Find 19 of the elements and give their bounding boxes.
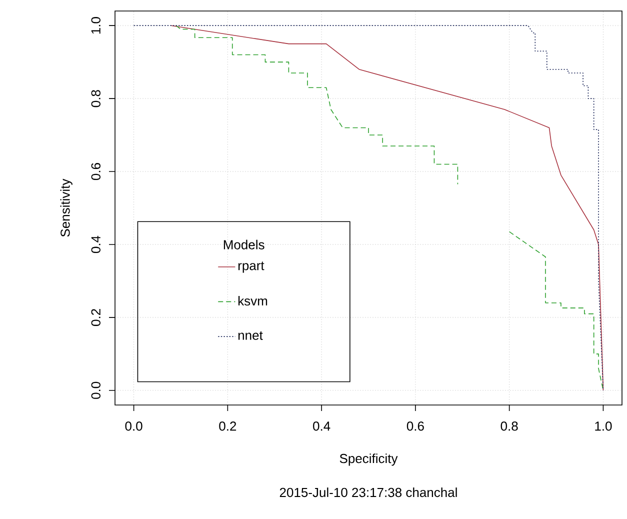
x-axis-title: Specificity: [340, 454, 398, 466]
text: 2015-Jul-10 23:17:38 chanchal: [280, 488, 457, 498]
y-tick-label: 0.2: [91, 309, 100, 326]
x-tick-label: 0.6: [406, 422, 424, 431]
x-tick-label: 0.2: [219, 422, 236, 431]
legend-label: rpart: [238, 262, 264, 273]
x-tick-label: 0.4: [313, 422, 330, 431]
y-axis-title: Sensitivity: [60, 178, 72, 237]
y-tick-label: 0.0: [91, 382, 100, 399]
y-tick-label: 0.6: [91, 163, 100, 180]
x-tick-label: 0.8: [500, 422, 518, 431]
y-tick-label: 1.0: [91, 17, 100, 34]
x-tick-label: 0.0: [125, 422, 142, 431]
y-tick-label: 0.4: [91, 236, 100, 254]
legend-label: ksvm: [238, 296, 268, 306]
legend-title: Models: [224, 240, 264, 250]
legend-label: nnet: [238, 331, 263, 340]
y-tick-label: 0.8: [91, 90, 100, 108]
x-tick-label: 1.0: [595, 422, 612, 431]
